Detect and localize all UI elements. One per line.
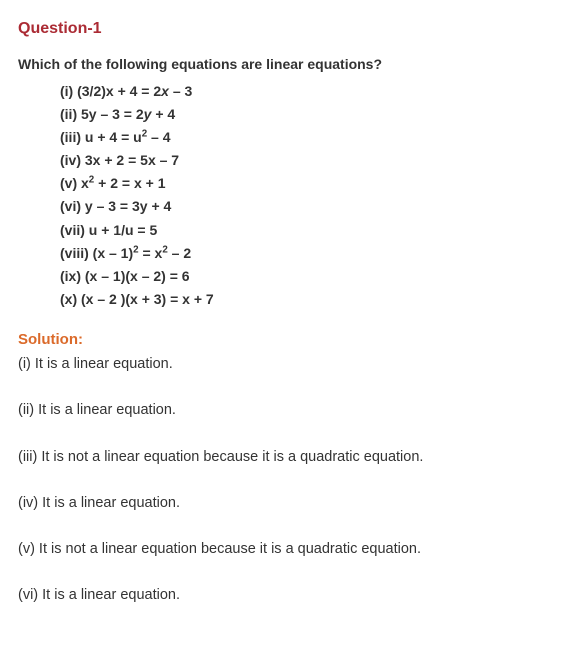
solution-item: (v) It is not a linear equation because … bbox=[18, 539, 549, 559]
equation-item: (iv) 3x + 2 = 5x – 7 bbox=[60, 149, 549, 172]
equation-item: (i) (3/2)x + 4 = 2x – 3 bbox=[60, 80, 549, 103]
equation-item: (ii) 5y – 3 = 2y + 4 bbox=[60, 103, 549, 126]
solution-item: (iii) It is not a linear equation becaus… bbox=[18, 447, 549, 467]
equation-item: (iii) u + 4 = u2 – 4 bbox=[60, 126, 549, 149]
solution-label: Solution: bbox=[18, 331, 549, 348]
solution-item: (i) It is a linear equation. bbox=[18, 354, 549, 374]
solution-item: (vi) It is a linear equation. bbox=[18, 585, 549, 605]
question-prompt: Which of the following equations are lin… bbox=[18, 56, 549, 72]
equation-item: (v) x2 + 2 = x + 1 bbox=[60, 172, 549, 195]
equation-item: (viii) (x – 1)2 = x2 – 2 bbox=[60, 242, 549, 265]
solution-item: (iv) It is a linear equation. bbox=[18, 493, 549, 513]
equation-item: (ix) (x – 1)(x – 2) = 6 bbox=[60, 265, 549, 288]
question-title: Question-1 bbox=[18, 20, 549, 38]
equation-item: (vii) u + 1/u = 5 bbox=[60, 219, 549, 242]
equation-item: (vi) y – 3 = 3y + 4 bbox=[60, 195, 549, 218]
solution-item: (ii) It is a linear equation. bbox=[18, 400, 549, 420]
equation-list: (i) (3/2)x + 4 = 2x – 3 (ii) 5y – 3 = 2y… bbox=[18, 80, 549, 311]
equation-item: (x) (x – 2 )(x + 3) = x + 7 bbox=[60, 288, 549, 311]
